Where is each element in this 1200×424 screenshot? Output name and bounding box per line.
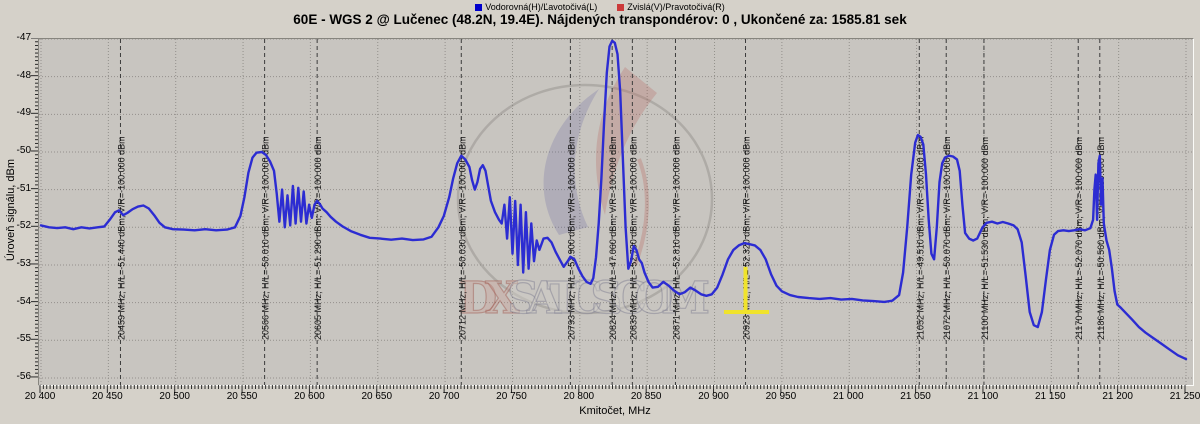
y-tick-label: -54 [16, 295, 31, 307]
x-tick-label: 20 550 [226, 391, 258, 402]
watermark: DXSATCS.COM [456, 67, 714, 325]
transponder-annotation-label: 20712 MHz; H/L=-50.030 dBm; V/R=-100.000… [457, 136, 467, 340]
x-tick-label: 21 250 [1169, 391, 1200, 402]
signal-trace-horizontal [39, 39, 1188, 361]
x-tick-label: 21 050 [900, 391, 931, 402]
transponder-annotation-label: 20839 MHz; H/L=-52.730 dBm; V/R=-100.000… [628, 136, 638, 340]
transponder-annotation-label: 20793 MHz; H/L=-52.900 dBm; V/R=-100.000… [566, 136, 576, 340]
legend-item-horizontal[interactable]: Vodorovná(H)/Ľavotočivá(L) [475, 2, 597, 12]
x-tick-label: 20 600 [294, 391, 325, 402]
legend-label-horizontal: Vodorovná(H)/Ľavotočivá(L) [485, 2, 598, 12]
legend-label-vertical: Zvislá(V)/Pravotočivá(R) [627, 2, 725, 12]
legend-swatch-red [617, 3, 625, 11]
y-tick-label: -49 [16, 107, 31, 119]
transponder-annotation-label: 20566 MHz; H/L=-50.010 dBm; V/R=-100.000… [261, 136, 271, 340]
transponder-annotation-label: 21186 MHz; H/L=-50.560 dBm; V/R=-100.000… [1096, 137, 1106, 340]
x-tick-label: 20 650 [361, 391, 393, 402]
plot-area[interactable]: DXSATCS.COM 20459 MHz; H/L=-51.440 dBm; V… [38, 38, 1194, 386]
y-tick-label: -51 [16, 182, 31, 194]
y-tick-label: -53 [16, 257, 31, 269]
x-tick-label: 20 900 [698, 391, 729, 402]
transponder-annotation-label: 21052 MHz; H/L=-49.510 dBm; V/R=-100.000… [915, 136, 925, 340]
x-tick-label: 20 850 [630, 391, 662, 402]
y-tick-label: -56 [16, 370, 31, 382]
x-tick-label: 21 150 [1034, 391, 1066, 402]
legend-swatch-blue [475, 3, 483, 11]
transponder-annotation-label: 21100 MHz; H/L=-51.530 dBm; V/R=-100.000… [980, 137, 990, 340]
chart-title: 60E - WGS 2 @ Lučenec (48.2N, 19.4E). Ná… [293, 12, 907, 27]
x-tick-label: 21 200 [1102, 391, 1133, 402]
transponder-annotation-label: 20871 MHz; H/L=-52.810 dBm; V/R=-100.000… [671, 136, 681, 340]
y-tick-label: -52 [16, 220, 31, 232]
y-tick-label: -50 [16, 144, 31, 156]
transponder-annotation-label: 20923 MHz; H/L=-52.320 dBm; V/R=-100.000… [742, 136, 752, 340]
x-tick-label: 20 700 [428, 391, 460, 402]
x-axis-ticks [39, 385, 1186, 393]
transponder-annotation-label: 21170 MHz; H/L=-52.070 dBm; V/R=-100.000… [1074, 137, 1084, 340]
x-tick-label: 20 500 [159, 391, 190, 402]
x-tick-label: 20 950 [765, 391, 797, 402]
x-tick-label: 20 450 [92, 391, 123, 402]
x-tick-label: 20 400 [24, 391, 56, 402]
y-axis-ticks [31, 38, 38, 378]
legend: Vodorovná(H)/Ľavotočivá(L) Zvislá(V)/Pra… [0, 2, 1200, 12]
transponder-annotation-label: 21072 MHz; H/L=-50.070 dBm; V/R=-100.000… [942, 136, 952, 340]
transponder-annotation-label: 20824 MHz; H/L=-47.060 dBm; V/R=-100.000… [608, 136, 618, 340]
frequency-cursor[interactable] [723, 266, 770, 315]
transponder-annotation-label: 20459 MHz; H/L=-51.440 dBm; V/R=-100.000… [116, 136, 126, 340]
x-tick-label: 21 100 [967, 391, 999, 402]
y-tick-label: -48 [16, 69, 31, 81]
x-axis-title: Kmitočet, MHz [579, 405, 651, 417]
spectrum-plot: DXSATCS.COM 20459 MHz; H/L=-51.440 dBm; V… [39, 39, 1193, 385]
y-tick-label: -55 [16, 333, 31, 345]
x-tick-label: 21 000 [832, 391, 864, 402]
x-tick-label: 20 750 [496, 391, 527, 402]
legend-item-vertical[interactable]: Zvislá(V)/Pravotočivá(R) [617, 2, 725, 12]
watermark-text: DXSATCS.COM [459, 273, 711, 324]
x-tick-label: 20 800 [563, 391, 595, 402]
transponder-annotation-label: 20605 MHz; H/L=-51.290 dBm; V/R=-100.000… [313, 136, 323, 340]
y-tick-label: -47 [16, 32, 31, 43]
